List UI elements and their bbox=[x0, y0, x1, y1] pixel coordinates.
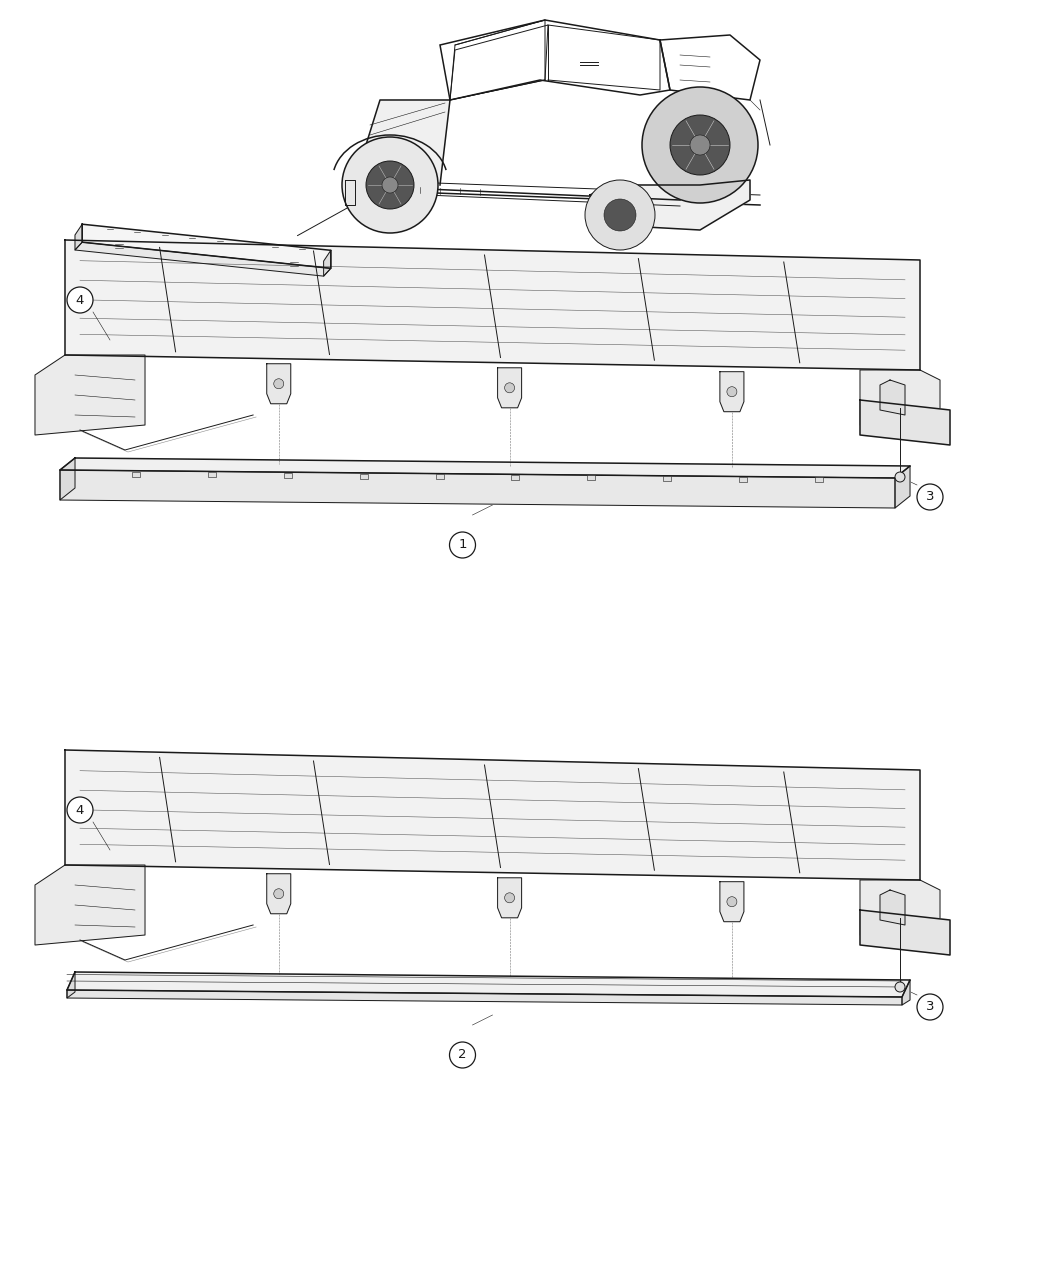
Polygon shape bbox=[860, 400, 950, 445]
Polygon shape bbox=[860, 370, 940, 430]
Circle shape bbox=[67, 287, 93, 312]
Bar bbox=[664, 476, 671, 481]
Circle shape bbox=[274, 889, 284, 899]
Polygon shape bbox=[860, 910, 950, 955]
Polygon shape bbox=[880, 380, 905, 414]
Polygon shape bbox=[60, 458, 910, 478]
Circle shape bbox=[727, 386, 737, 397]
Polygon shape bbox=[60, 470, 895, 507]
Polygon shape bbox=[902, 980, 910, 1005]
Bar bbox=[587, 476, 595, 481]
Circle shape bbox=[895, 982, 905, 992]
Polygon shape bbox=[82, 224, 331, 268]
Circle shape bbox=[366, 161, 414, 209]
Bar bbox=[132, 472, 140, 477]
Polygon shape bbox=[67, 972, 75, 998]
Circle shape bbox=[690, 135, 710, 156]
Circle shape bbox=[917, 994, 943, 1020]
Polygon shape bbox=[75, 242, 331, 277]
Polygon shape bbox=[65, 750, 920, 880]
Bar bbox=[815, 477, 823, 482]
Polygon shape bbox=[720, 882, 743, 922]
Circle shape bbox=[642, 87, 758, 203]
Circle shape bbox=[382, 177, 398, 193]
Polygon shape bbox=[60, 458, 75, 500]
Polygon shape bbox=[75, 224, 82, 250]
Polygon shape bbox=[67, 972, 910, 997]
Circle shape bbox=[274, 379, 284, 389]
Circle shape bbox=[727, 896, 737, 907]
Polygon shape bbox=[860, 880, 940, 940]
Polygon shape bbox=[880, 890, 905, 924]
Polygon shape bbox=[355, 99, 450, 185]
Polygon shape bbox=[895, 465, 910, 507]
Circle shape bbox=[505, 892, 514, 903]
Polygon shape bbox=[590, 180, 750, 230]
Polygon shape bbox=[267, 873, 291, 914]
Text: 4: 4 bbox=[76, 293, 84, 306]
Circle shape bbox=[585, 180, 655, 250]
Polygon shape bbox=[65, 240, 920, 370]
Text: 1: 1 bbox=[458, 538, 467, 552]
Circle shape bbox=[67, 797, 93, 822]
Polygon shape bbox=[35, 354, 145, 435]
Polygon shape bbox=[67, 989, 902, 1005]
Circle shape bbox=[917, 484, 943, 510]
Circle shape bbox=[449, 532, 476, 558]
Bar bbox=[208, 472, 216, 477]
Text: 2: 2 bbox=[458, 1048, 467, 1062]
Polygon shape bbox=[498, 367, 522, 408]
Circle shape bbox=[342, 136, 438, 233]
Polygon shape bbox=[720, 372, 743, 412]
Text: 3: 3 bbox=[926, 1001, 934, 1014]
Polygon shape bbox=[498, 877, 522, 918]
Circle shape bbox=[670, 115, 730, 175]
Text: 3: 3 bbox=[926, 491, 934, 504]
Bar bbox=[360, 473, 368, 478]
Text: 4: 4 bbox=[76, 803, 84, 816]
Circle shape bbox=[895, 472, 905, 482]
Bar bbox=[511, 474, 520, 479]
Bar bbox=[436, 474, 443, 479]
Bar bbox=[739, 477, 748, 482]
Polygon shape bbox=[35, 864, 145, 945]
Circle shape bbox=[505, 382, 514, 393]
Circle shape bbox=[449, 1042, 476, 1068]
Polygon shape bbox=[267, 363, 291, 404]
Polygon shape bbox=[323, 250, 331, 277]
Polygon shape bbox=[345, 180, 355, 205]
Bar bbox=[284, 473, 292, 478]
Circle shape bbox=[604, 199, 636, 231]
